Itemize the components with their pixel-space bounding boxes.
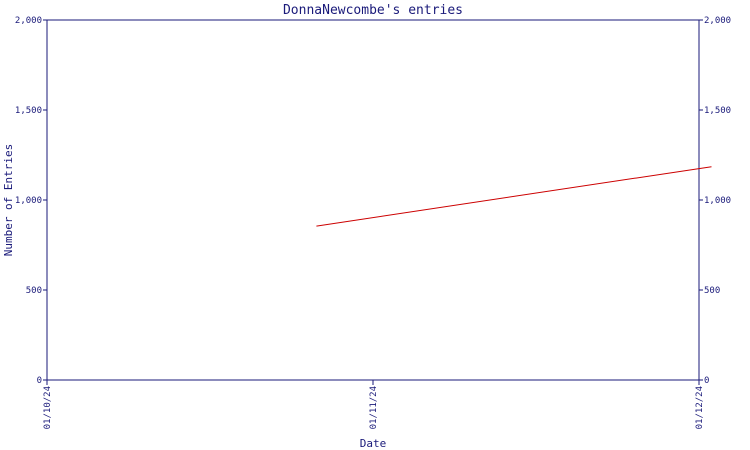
x-tick-label: 01/11/24 [369,386,379,429]
y-tick-label-left: 0 [37,376,42,386]
y-tick-label-right: 1,000 [704,196,731,206]
y-tick-label-right: 2,000 [704,16,731,26]
series-line [316,166,712,227]
chart-title: DonnaNewcombe's entries [283,3,463,18]
y-tick-label-right: 1,500 [704,106,731,116]
x-tick-label: 01/10/24 [43,386,53,429]
x-tick-label: 01/12/24 [695,386,705,429]
y-tick-label-left: 500 [26,286,42,296]
x-axis-label: Date [360,437,387,450]
y-axis-label: Number of Entries [2,144,15,257]
y-tick-label-right: 500 [704,286,720,296]
plot-area [46,19,700,381]
y-tick-label-left: 1,500 [15,106,42,116]
y-tick-label-left: 2,000 [15,16,42,26]
y-tick-label-left: 1,000 [15,196,42,206]
y-tick-label-right: 0 [704,376,709,386]
